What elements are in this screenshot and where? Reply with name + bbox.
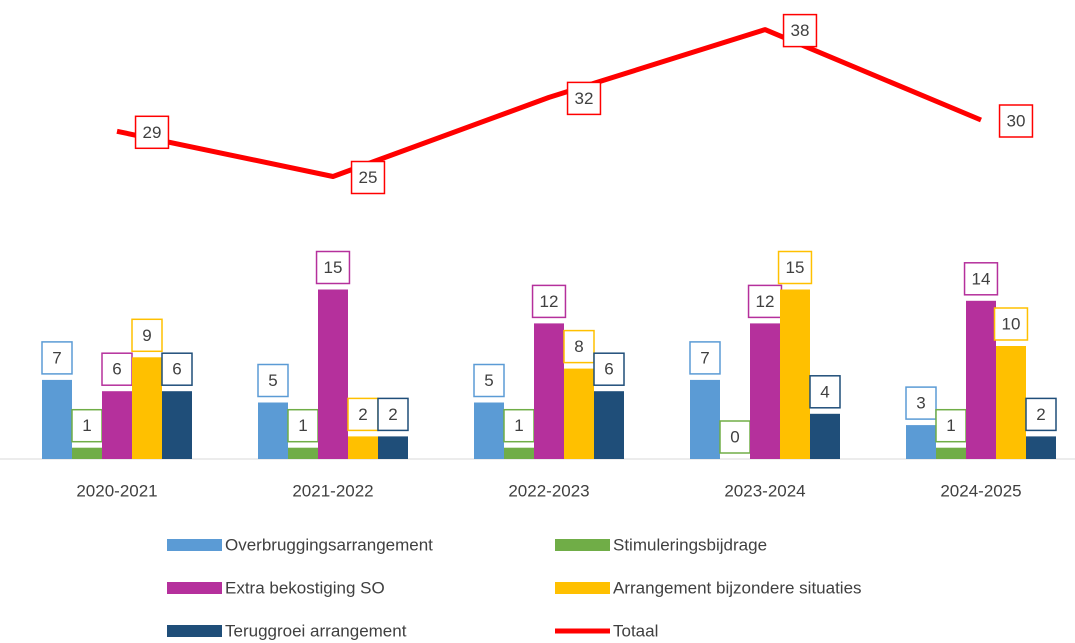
data-label: 30 [1007,111,1026,130]
data-label-box [593,352,625,386]
data-label-box [782,13,818,48]
data-label-box [777,250,813,285]
data-label: 9 [142,326,151,345]
data-label-box [473,363,505,398]
legend-label: Arrangement bijzondere situaties [613,578,862,597]
data-label-box [993,307,1029,341]
bar [348,436,378,459]
data-label: 2 [358,405,367,424]
data-label: 32 [575,89,594,108]
data-label-box [905,386,937,420]
data-label-box [747,284,783,319]
data-label-box [809,375,841,409]
data-label-box [257,363,289,398]
data-label: 7 [700,348,709,367]
data-label: 5 [268,371,277,390]
x-tick-label: 2023-2024 [724,481,805,500]
legend-label: Stimuleringsbijdrage [613,535,767,554]
bar [564,368,594,459]
data-label: 3 [916,394,925,413]
bar [132,357,162,459]
legend-swatch [555,582,610,594]
data-label: 1 [298,416,307,435]
data-label: 25 [359,168,378,187]
legend-swatch [167,582,222,594]
x-tick-label: 2024-2025 [940,481,1021,500]
data-label-box [531,284,567,319]
x-tick-label: 2020-2021 [76,481,157,500]
bar [936,447,966,459]
data-label-box [134,115,170,150]
data-label: 15 [324,258,343,277]
data-label-box [998,104,1034,138]
data-label: 2 [388,405,397,424]
bar [162,391,192,459]
data-label-box [563,329,595,364]
data-label-box [1025,397,1057,432]
data-label-box [131,318,163,353]
data-label: 1 [82,416,91,435]
bar [810,413,840,459]
legend-swatch [167,539,222,551]
bar [288,447,318,459]
data-label-box [566,81,602,116]
bar [996,346,1026,459]
data-label: 1 [946,416,955,435]
bar [690,379,720,459]
line [116,27,982,179]
data-label-box [161,352,193,386]
bar [474,402,504,459]
bar [42,379,72,459]
data-label-box [101,352,133,386]
bar [72,447,102,459]
bar [102,391,132,459]
data-label: 5 [484,371,493,390]
bar [318,289,348,459]
data-label-box [689,341,721,375]
data-label: 6 [112,360,121,379]
data-label: 2 [1036,405,1045,424]
bar [594,391,624,459]
bar [258,402,288,459]
data-label: 4 [820,382,829,401]
data-label-box [41,341,73,375]
legend-label: Teruggroei arrangement [225,621,407,640]
legend-label: Totaal [613,621,658,640]
data-label: 8 [574,337,583,356]
data-label: 10 [1002,314,1021,333]
data-label: 38 [791,21,810,40]
data-label: 6 [604,360,613,379]
x-tick-label: 2022-2023 [508,481,589,500]
bar [378,436,408,459]
data-label-box [347,397,379,432]
data-label-box [377,397,409,432]
x-tick-label: 2021-2022 [292,481,373,500]
data-label: 7 [52,348,61,367]
data-label: 0 [730,427,739,446]
data-label-box [719,420,751,454]
legend-swatch [167,625,222,637]
bar [750,323,780,459]
bar [906,425,936,459]
data-label: 14 [972,269,991,288]
bar [966,300,996,459]
data-label: 12 [540,292,559,311]
data-label-box [963,262,999,296]
legend-label: Overbruggingsarrangement [225,535,433,554]
data-label-box [315,250,351,285]
data-label: 6 [172,360,181,379]
bar [780,289,810,459]
legend-label: Extra bekostiging SO [225,578,385,597]
bar [504,447,534,459]
bar [1026,436,1056,459]
data-label: 29 [143,123,162,142]
data-label: 1 [514,416,523,435]
bar [534,323,564,459]
data-label: 15 [786,258,805,277]
data-label-box [350,160,386,195]
data-label: 12 [756,292,775,311]
legend-swatch [555,539,610,551]
